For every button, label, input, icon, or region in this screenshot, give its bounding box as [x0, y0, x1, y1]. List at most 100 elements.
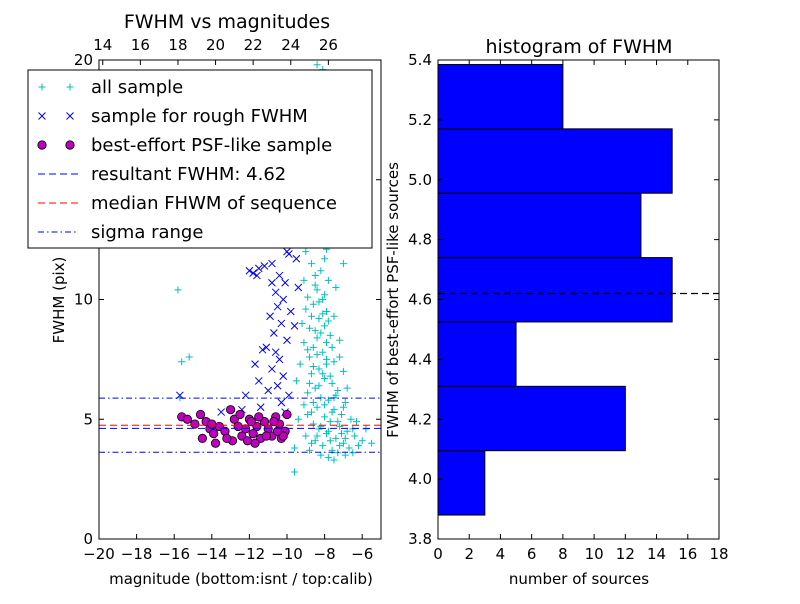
all-sample-point: [311, 437, 319, 445]
histogram-x-tick-label: 10: [585, 545, 604, 563]
scatter-top-tick-label: 14: [93, 36, 112, 54]
all-sample-point: [341, 451, 349, 459]
scatter-x-tick-label: −10: [271, 545, 303, 563]
rough-fwhm-point: [262, 343, 271, 352]
psf-like-point: [209, 429, 219, 439]
psf-like-point: [226, 405, 236, 415]
scatter-x-tick-label: −12: [234, 545, 266, 563]
scatter-x-tick-label: −14: [196, 545, 228, 563]
rough-fwhm-point: [268, 365, 276, 373]
psf-like-point: [282, 409, 292, 420]
all-sample-point: [354, 442, 362, 450]
scatter-reference-lines: [99, 397, 381, 453]
rough-fwhm-point: [266, 312, 274, 321]
all-sample-point: [321, 322, 329, 330]
psf-like-point: [190, 419, 200, 429]
all-sample-point: [326, 372, 334, 380]
all-sample-point: [309, 300, 317, 308]
legend-marker: [66, 83, 74, 91]
all-sample-point: [324, 454, 332, 462]
rough-fwhm-point: [268, 259, 276, 268]
all-sample-point: [349, 449, 357, 457]
rough-fwhm-point: [271, 288, 280, 297]
scatter-top-tick-label: 24: [281, 36, 300, 54]
all-sample-point: [307, 408, 315, 416]
histogram-y-tick-label: 5.2: [408, 111, 432, 129]
all-sample-point: [339, 403, 347, 411]
all-sample-point: [307, 370, 315, 378]
rough-fwhm-point: [279, 295, 288, 304]
legend-marker: [38, 112, 46, 120]
all-sample-point: [313, 334, 321, 342]
all-sample-point: [317, 267, 325, 275]
all-sample-point: [324, 276, 332, 284]
all-sample-point: [368, 439, 376, 447]
all-sample-point: [324, 317, 332, 325]
all-sample-point: [339, 439, 347, 447]
all-sample-point: [341, 434, 349, 442]
all-sample-point: [339, 260, 347, 268]
all-sample-point: [343, 384, 351, 392]
rough-fwhm-point: [285, 391, 293, 400]
psf-like-point: [246, 417, 256, 427]
all-sample-point: [347, 415, 355, 423]
psf-like-point: [254, 412, 264, 422]
rough-fwhm-point: [286, 307, 295, 316]
all-sample-point: [313, 61, 321, 69]
all-sample-point: [313, 351, 321, 359]
scatter-y-label: FWHM (pix): [50, 257, 68, 344]
rough-fwhm-point: [273, 302, 282, 311]
histogram-bar: [437, 63, 564, 130]
all-sample-point: [334, 418, 342, 426]
all-sample-point: [306, 353, 314, 361]
all-sample-point: [304, 293, 312, 301]
histogram-x-tick-label: 0: [433, 545, 443, 563]
psf-like-point: [272, 426, 283, 436]
all-sample-point: [302, 248, 310, 256]
all-sample-point: [326, 437, 334, 445]
histogram-x-tick-label: 16: [678, 545, 697, 563]
all-sample-point: [174, 286, 182, 294]
all-sample-point: [315, 315, 323, 323]
histogram-y-tick-label: 5.0: [408, 171, 432, 189]
histogram-bar: [437, 192, 642, 259]
histogram-x-label: number of sources: [509, 570, 649, 588]
legend-marker: [65, 140, 75, 150]
all-sample-point: [315, 382, 323, 390]
all-sample-point: [326, 331, 334, 339]
all-sample-point: [315, 298, 323, 306]
legend-marker: [37, 140, 47, 150]
rough-fwhm-point: [217, 408, 226, 416]
histogram-y-tick-label: 4.6: [408, 291, 432, 309]
all-sample-point: [330, 312, 338, 320]
rough-fwhm-point: [269, 329, 278, 337]
histogram-bar: [437, 128, 673, 194]
scatter-legend: all sample sample for rough FWHM best-effo…: [27, 69, 373, 249]
histogram-x-tick-label: 18: [709, 545, 728, 563]
psf-like-point: [222, 433, 232, 444]
all-sample-point: [319, 296, 327, 303]
scatter-y-tick-label: 5: [83, 410, 93, 428]
all-sample-point: [319, 310, 327, 318]
all-sample-point: [322, 339, 330, 347]
all-sample-point: [294, 415, 302, 423]
psf-like-point: [197, 433, 207, 444]
all-sample-point: [311, 384, 319, 392]
scatter-top-tick-label: 16: [131, 36, 150, 54]
all-sample-point: [292, 377, 300, 385]
rough-fwhm-point: [283, 247, 291, 256]
all-sample-point: [298, 319, 306, 327]
histogram-bar: [437, 385, 626, 452]
histogram-x-tick-label: 8: [558, 545, 568, 563]
scatter-chart: FWHM vs magnitudes −20 −18 −16 −14 −12 −10 −8−…: [27, 11, 382, 588]
histogram-y-tick-label: 4.4: [408, 350, 432, 368]
histogram-y-tick-label: 4.0: [408, 470, 432, 488]
rough-fwhm-point: [277, 319, 286, 328]
all-sample-point: [321, 255, 329, 263]
scatter-top-tick-label: 26: [319, 36, 338, 54]
legend-label: best-effort PSF-like sample: [91, 135, 332, 156]
psf-like-point: [207, 419, 217, 429]
all-sample-point: [321, 413, 329, 421]
all-sample-point: [307, 312, 315, 320]
